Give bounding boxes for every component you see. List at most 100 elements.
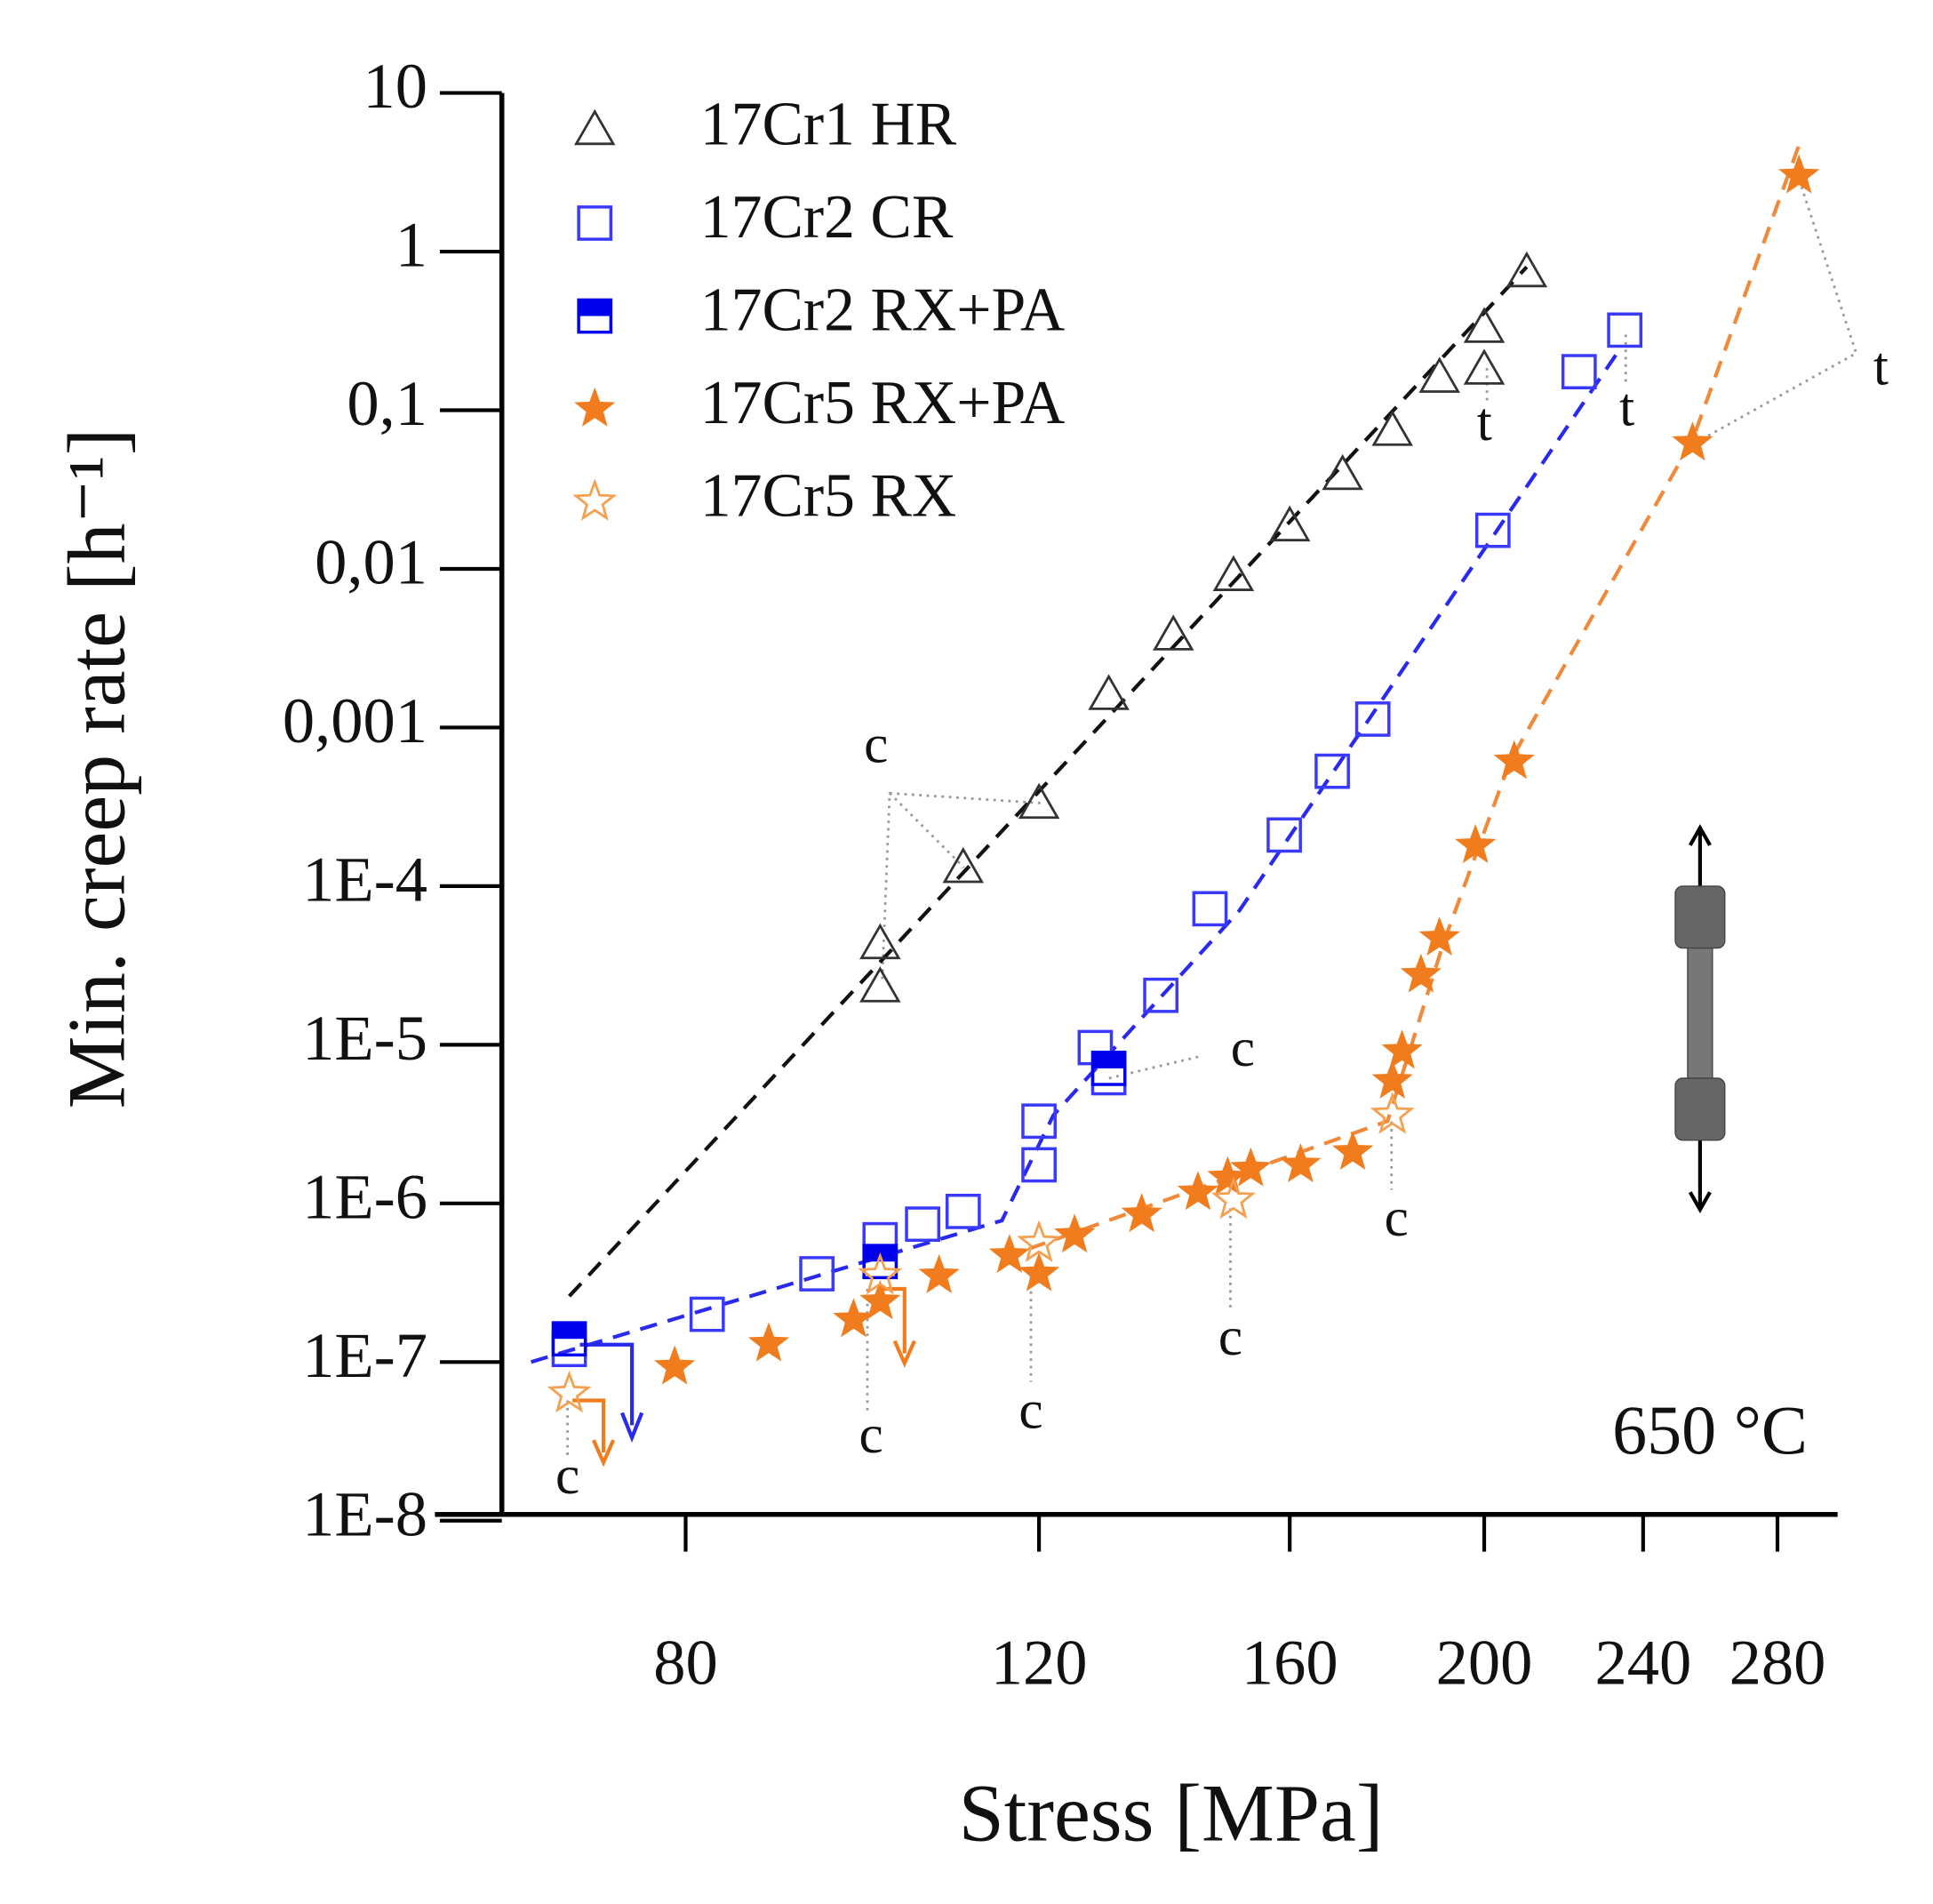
annotation: t [1477,392,1492,452]
marker [859,966,901,1003]
marker [1331,1131,1374,1170]
marker [858,1252,903,1295]
marker [1280,1143,1322,1183]
marker [1418,916,1460,956]
marker [572,478,618,521]
marker [945,1193,981,1229]
marker [1268,505,1311,542]
y-tick-label: 1E-8 [302,1477,427,1549]
marker [942,846,985,884]
y-tick-label: 1E-7 [302,1319,427,1391]
marker [905,1206,941,1243]
marker [1192,891,1228,927]
legend-label: 17Cr5 RX [700,462,957,531]
marker [1561,354,1597,390]
temperature-label: 650 °C [1612,1391,1808,1468]
marker [1354,701,1391,737]
annotation: t [1619,377,1634,437]
legend-label: 17Cr2 CR [700,183,954,252]
y-tick-label: 1 [395,209,427,281]
marker [1463,307,1506,343]
marker [1121,1193,1162,1233]
marker [833,1298,875,1338]
marker [689,1296,725,1332]
annotation: t [1873,336,1889,396]
marker [547,1370,592,1413]
y-tick-label: 1E-4 [302,844,427,916]
marker [1021,1103,1057,1140]
marker [918,1253,960,1293]
marker [799,1256,835,1292]
annotation: c [1385,1188,1409,1248]
marker [862,1244,899,1280]
marker [1018,1252,1060,1292]
marker [654,1345,696,1385]
legend-label: 17Cr5 RX+PA [700,369,1066,437]
marker [1018,782,1060,820]
marker [551,1321,587,1357]
marker [1054,1213,1096,1253]
marker [859,1280,901,1320]
marker [1370,1092,1415,1134]
marker [1463,348,1506,385]
marker-outline [577,298,613,334]
marker [1400,953,1442,993]
x-axis-title: Stress [MPa] [959,1768,1384,1859]
y-tick-label: 0,01 [315,526,427,598]
fit-line [568,265,1529,1298]
marker-fill [1092,1052,1125,1068]
marker [1210,1176,1256,1220]
marker [1017,1220,1062,1263]
y-tick-label: 1E-6 [302,1160,427,1232]
legend-label: 17Cr1 HR [700,90,957,158]
fit-line [530,351,1619,1364]
marker [1314,753,1350,789]
x-tick-label: 80 [653,1627,718,1699]
marker [988,1234,1030,1273]
marker-fill [553,1323,586,1340]
marker [1418,356,1460,393]
specimen-icon [1674,824,1726,1214]
x-tick-label: 120 [991,1627,1088,1699]
annotation: c [1018,1380,1042,1440]
marker [1778,154,1820,194]
y-tick-label: 0,1 [347,367,427,439]
marker [1607,312,1643,348]
marker [1493,740,1535,780]
marker [747,1322,790,1362]
marker [1230,1147,1272,1187]
marker [859,923,901,960]
marker [1506,251,1548,288]
marker [1212,555,1255,591]
marker [1090,1051,1127,1086]
marker [1088,674,1130,710]
x-tick-label: 280 [1729,1627,1826,1699]
x-tick-label: 200 [1436,1627,1533,1699]
annotation: c [859,1404,883,1465]
annotation: c [555,1445,579,1506]
marker [573,108,616,146]
marker-outline [862,1244,899,1280]
marker [574,387,616,427]
marker [577,298,613,334]
marker [1153,614,1194,651]
annotation: c [1218,1307,1242,1367]
y-tick-label: 0,001 [283,684,427,756]
x-tick-label: 160 [1242,1627,1338,1699]
marker [1381,1029,1423,1069]
marker [1371,410,1413,446]
y-axis-title: Min. creep rate [h⁻¹] [52,428,142,1109]
annotation: c [864,715,888,775]
legend-label: 17Cr2 RX+PA [700,276,1066,345]
annotation: c [1231,1018,1255,1078]
marker [1322,453,1363,491]
marker [1474,512,1511,548]
y-tick-label: 1E-5 [302,1002,427,1074]
marker [1177,1171,1219,1211]
marker [1455,824,1497,864]
marker-fill [579,300,611,316]
marker-outline [551,1321,587,1357]
marker [1143,977,1179,1013]
marker [1266,817,1302,853]
